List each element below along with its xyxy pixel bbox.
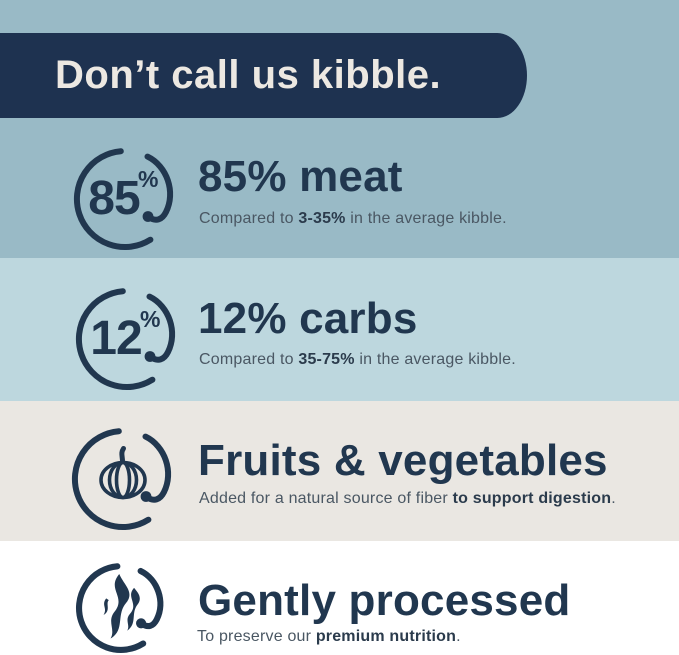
section-heading: Fruits & vegetables	[198, 436, 608, 485]
section-heading: 12% carbs	[198, 294, 418, 343]
badge-number: 12	[90, 312, 142, 365]
badge-percent-symbol: %	[140, 306, 161, 332]
section-heading: 85% meat	[198, 152, 403, 201]
headline-title: Don’t call us kibble.	[55, 53, 442, 97]
section-subtext: Added for a natural source of fiber to s…	[199, 490, 616, 507]
section-heading: Gently processed	[198, 576, 571, 625]
band-light-blue	[0, 258, 679, 401]
section-subtext: Compared to 3-35% in the average kibble.	[199, 210, 507, 227]
section-subtext: Compared to 35-75% in the average kibble…	[199, 351, 516, 368]
steam-icon	[73, 560, 169, 655]
pumpkin-icon	[68, 424, 178, 534]
badge-number: 85	[88, 172, 140, 225]
section-subtext: To preserve our premium nutrition.	[197, 628, 461, 645]
headline-banner: Don’t call us kibble.	[0, 33, 527, 118]
badge-percent-symbol: %	[138, 166, 159, 192]
percent-circle-icon: 85 %	[70, 144, 180, 254]
percent-circle-icon: 12 %	[72, 284, 182, 394]
